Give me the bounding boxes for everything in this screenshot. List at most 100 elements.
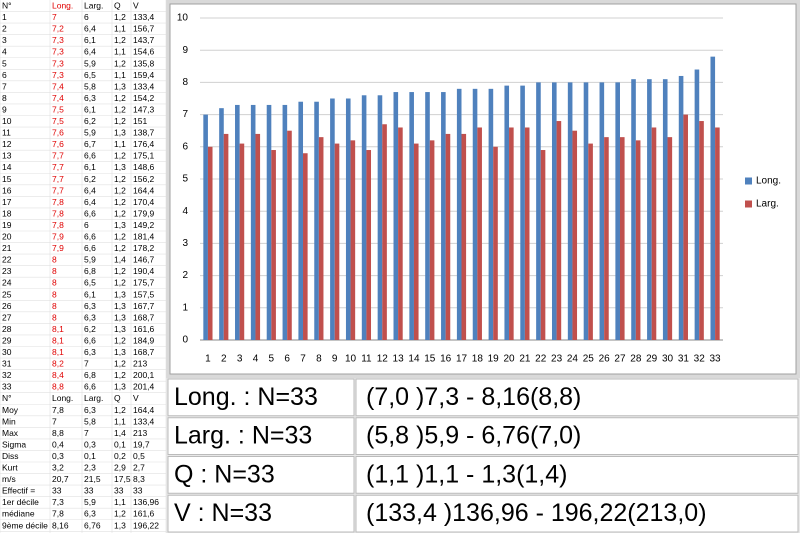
cell: 7,8 — [52, 208, 64, 218]
cell: 151 — [133, 116, 147, 126]
cell: 1,1 — [114, 139, 126, 149]
cell: 133,4 — [133, 12, 155, 22]
cell: 1,2 — [114, 104, 126, 114]
bar — [429, 140, 435, 340]
bar — [509, 127, 514, 340]
cell: 7,3 — [52, 58, 64, 68]
bar — [556, 121, 562, 340]
cell: Larg. — [84, 393, 103, 403]
cell: 1,2 — [114, 174, 126, 184]
cell: 2 — [2, 24, 7, 34]
x-tick-label: 18 — [472, 354, 484, 365]
x-tick-label: 1 — [205, 354, 211, 365]
cell: N° — [2, 1, 12, 11]
cell: 154,2 — [133, 93, 155, 103]
bar — [504, 85, 510, 341]
cell: 1,1 — [114, 47, 126, 57]
cell: 9ème décile — [2, 520, 48, 530]
bar — [425, 92, 430, 340]
cell: 213 — [133, 359, 147, 369]
summary-range: (5,8 )5,9 - 6,76(7,0) — [366, 422, 581, 450]
cell: Sigma — [2, 439, 26, 449]
cell: 16 — [2, 185, 12, 195]
cell: 33 — [84, 486, 94, 496]
cell: 1,3 — [114, 520, 126, 530]
cell: 201,4 — [133, 382, 155, 392]
cell: 26 — [2, 301, 12, 311]
x-tick-label: 11 — [361, 354, 372, 365]
cell: 0,3 — [84, 439, 96, 449]
cell: 1,2 — [114, 12, 126, 22]
cell: 136,96 — [133, 497, 159, 507]
cell: 7,7 — [52, 162, 64, 172]
cell: 1,3 — [114, 128, 126, 138]
bar — [488, 88, 494, 340]
cell: 6,3 — [84, 347, 96, 357]
y-tick-label: 10 — [177, 13, 189, 24]
x-tick-label: 10 — [345, 354, 357, 365]
cell: 6,5 — [84, 70, 96, 80]
bar — [350, 140, 356, 340]
bar — [477, 127, 482, 340]
y-tick-label: 7 — [182, 109, 188, 120]
cell: 31 — [2, 359, 12, 369]
cell: Long. — [52, 1, 73, 11]
cell: 5 — [2, 58, 7, 68]
bar — [445, 133, 451, 340]
legend-label: Larg. — [756, 199, 779, 210]
bar — [715, 127, 720, 340]
cell: 149,2 — [133, 220, 155, 230]
bar — [694, 69, 700, 341]
cell: 0,4 — [52, 439, 64, 449]
bar — [219, 108, 224, 340]
bar — [318, 137, 324, 340]
cell: 2,3 — [84, 463, 96, 473]
summary-range: (7,0 )7,3 - 8,16(8,8) — [366, 383, 581, 411]
cell: 1,3 — [114, 162, 126, 172]
cell: 7,8 — [52, 197, 64, 207]
cell: 148,6 — [133, 162, 155, 172]
cell: 175,1 — [133, 151, 155, 161]
cell: N° — [2, 393, 12, 403]
x-tick-label: 5 — [269, 354, 275, 365]
cell: 5,9 — [84, 58, 96, 68]
y-tick-label: 2 — [182, 270, 188, 281]
cell: 7,3 — [52, 497, 64, 507]
cell: 8,1 — [52, 347, 64, 357]
bar — [588, 143, 593, 340]
cell: 1,2 — [114, 208, 126, 218]
cell: 8 — [2, 93, 7, 103]
cell: 6,6 — [84, 335, 96, 345]
cell: 1,3 — [114, 301, 126, 311]
cell: 33 — [2, 382, 12, 392]
cell: 17 — [2, 197, 12, 207]
bar — [635, 140, 641, 340]
cell: 1,2 — [114, 58, 126, 68]
cell: 6,8 — [84, 266, 96, 276]
x-tick-label: 3 — [237, 354, 243, 365]
cell: 1,2 — [114, 93, 126, 103]
cell: 6,6 — [84, 208, 96, 218]
cell: 196,22 — [133, 520, 159, 530]
cell: 7,3 — [52, 35, 64, 45]
cell: 184,9 — [133, 335, 155, 345]
cell: 8 — [52, 266, 57, 276]
bar — [413, 143, 419, 340]
bar — [472, 88, 478, 340]
bar — [520, 85, 525, 341]
cell: 20 — [2, 232, 12, 242]
cell: 10 — [2, 116, 12, 126]
bar — [651, 127, 657, 340]
cell: 161,6 — [133, 509, 155, 519]
x-tick-label: 26 — [599, 354, 611, 365]
bar — [255, 133, 261, 340]
cell: 7 — [84, 359, 89, 369]
summary-label: V : N=33 — [174, 499, 272, 527]
bar — [647, 79, 652, 341]
x-tick-label: 27 — [614, 354, 626, 365]
cell: 1,1 — [114, 416, 126, 426]
cell: 133,4 — [133, 416, 155, 426]
y-tick-label: 1 — [182, 302, 188, 313]
cell: Moy — [2, 405, 19, 415]
cell: 7,3 — [52, 47, 64, 57]
